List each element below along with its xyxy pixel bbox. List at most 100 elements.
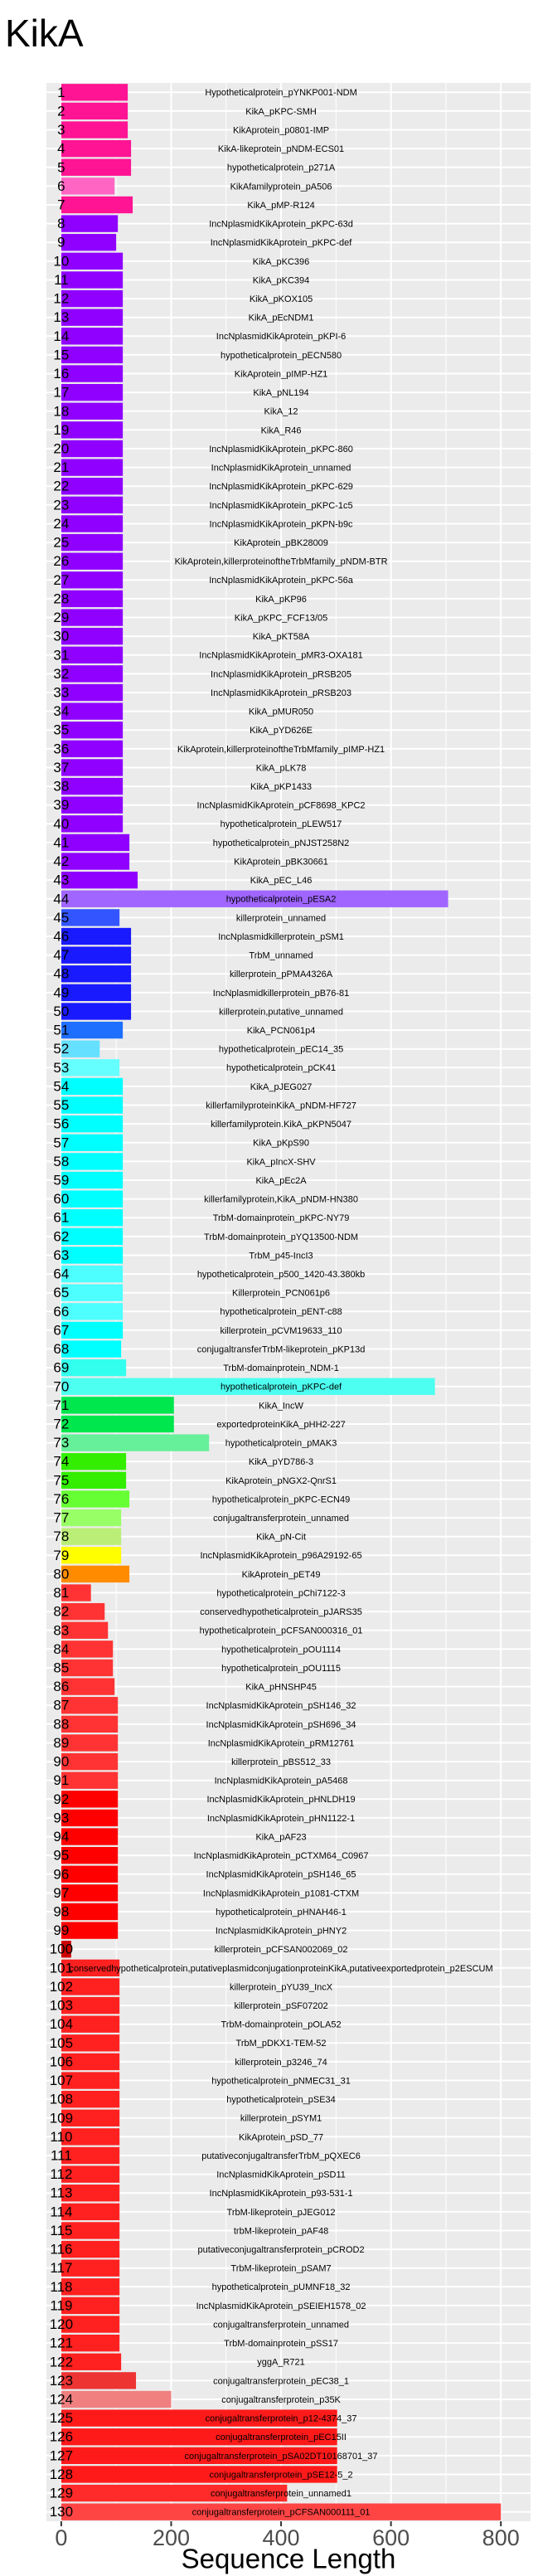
row-number: 120 <box>50 2316 73 2332</box>
bar <box>61 102 128 120</box>
category-label: KikA_pKC396 <box>253 257 310 267</box>
category-label: hypotheticalprotein_pNMEC31_31 <box>211 2076 351 2086</box>
row-number: 31 <box>53 647 69 663</box>
bar <box>61 777 124 795</box>
row-number: 83 <box>53 1622 69 1638</box>
plot-layer: 1 Hypotheticalprotein_pYNKP001-NDM 2 KikA_p… <box>46 83 531 2521</box>
row-number: 38 <box>53 779 69 795</box>
bar <box>61 478 124 495</box>
category-label: hypotheticalprotein_pChi7122-3 <box>216 1588 345 1598</box>
row-number: 15 <box>53 347 69 362</box>
plot-panel <box>46 83 531 2521</box>
category-label: KikAprotein,killerproteinoftheTrbMfamily… <box>175 557 388 567</box>
row-number: 80 <box>53 1566 69 1582</box>
row-number: 113 <box>50 2185 72 2201</box>
row-number: 108 <box>50 2092 73 2107</box>
bar <box>61 1247 124 1264</box>
row-number: 126 <box>50 2429 73 2445</box>
category-label: hypotheticalprotein_pKPC-ECN49 <box>212 1495 350 1504</box>
category-label: IncNplasmidKikAprotein_pKPC-629 <box>209 482 353 492</box>
bar <box>61 627 124 645</box>
bar <box>61 1846 119 1864</box>
row-number: 39 <box>53 797 69 813</box>
category-label: TrbM-domainprotein_pSS17 <box>224 2339 338 2349</box>
bar <box>61 1959 120 1977</box>
row-number: 30 <box>53 629 69 644</box>
bar <box>61 1865 119 1883</box>
category-label: conjugaltransferprotein_pCFSAN000111_01 <box>192 2508 371 2518</box>
category-label: IncNplasmidKikAprotein_p93-531-1 <box>210 2189 353 2199</box>
bar <box>61 2203 120 2221</box>
bar <box>61 2222 120 2239</box>
bar <box>61 2053 120 2071</box>
category-label: hypotheticalprotein_pEC14_35 <box>219 1045 343 1055</box>
category-label: IncNplasmidKikAprotein_pSH146_32 <box>206 1701 356 1711</box>
category-label: KikA_R46 <box>261 425 302 435</box>
bar <box>61 1134 124 1151</box>
category-label: KikA_pAF23 <box>255 1832 306 1842</box>
x-tick-label: 0 <box>55 2525 67 2550</box>
row-number: 103 <box>50 1998 73 2014</box>
row-number: 58 <box>53 1154 69 1169</box>
category-label: Killerprotein_PCN061p6 <box>232 1289 330 1299</box>
bar <box>61 402 124 420</box>
category-label: IncNplasmidKikAprotein_pHNY2 <box>216 1927 347 1937</box>
bar <box>61 139 132 158</box>
row-number: 82 <box>53 1604 69 1620</box>
category-label: IncNplasmidKikAprotein_p96A29192-65 <box>201 1551 362 1561</box>
bar <box>61 1903 119 1921</box>
row-number: 100 <box>50 1942 73 1957</box>
row-number: 25 <box>53 535 69 551</box>
bar <box>61 2447 337 2465</box>
bar <box>61 1659 114 1677</box>
bar <box>61 1809 119 1827</box>
row-number: 102 <box>50 1979 73 1995</box>
category-label: conjugaltransferprotein_unnamed1 <box>211 2489 351 2499</box>
category-label: IncNplasmidKikAprotein_pRSB203 <box>211 688 351 698</box>
category-label: IncNplasmidKikAprotein_pCF8698_KPC2 <box>197 801 366 811</box>
bar <box>61 1077 124 1096</box>
category-label: hypotheticalprotein_pENT-c88 <box>220 1307 342 1317</box>
category-label: killerprotein_pCFSAN002069_02 <box>215 1945 348 1955</box>
category-label: Hypotheticalprotein_pYNKP001-NDM <box>205 88 356 98</box>
category-label: TrbM-domainprotein_NDM-1 <box>223 1363 339 1373</box>
category-label: IncNplasmidKikAprotein_pKPI-6 <box>216 332 347 342</box>
row-number: 5 <box>57 159 65 175</box>
bar <box>61 215 119 232</box>
row-number: 3 <box>57 122 65 138</box>
category-label: KikA_pHNSHP45 <box>245 1683 317 1693</box>
category-label: KikA_pMP-R124 <box>247 201 314 211</box>
bar <box>61 946 132 964</box>
row-number: 111 <box>51 2147 72 2163</box>
row-number: 85 <box>53 1660 69 1675</box>
category-label: conservedhypotheticalprotein,putativepla… <box>69 1964 492 1974</box>
category-label: IncNplasmidKikAprotein_pSH146_65 <box>206 1870 356 1880</box>
bar <box>61 1471 127 1490</box>
bar <box>61 571 124 589</box>
bar <box>61 2034 120 2052</box>
bar <box>61 702 124 720</box>
bar <box>61 1509 122 1527</box>
bar <box>61 646 124 663</box>
row-number: 42 <box>53 853 69 869</box>
bar <box>61 365 124 382</box>
row-number: 11 <box>54 272 69 288</box>
row-number: 26 <box>53 553 69 569</box>
bar <box>61 1209 124 1227</box>
category-label: hypotheticalprotein_pMAK3 <box>225 1439 337 1449</box>
bar <box>61 346 124 364</box>
category-label: hypotheticalprotein_pSE34 <box>226 2095 335 2105</box>
row-number: 47 <box>53 947 69 963</box>
bar <box>61 1171 124 1189</box>
category-label: TrbM-likeprotein_pSAM7 <box>230 2264 331 2274</box>
row-number: 96 <box>53 1866 69 1882</box>
category-label: KikA_pEc2A <box>255 1176 307 1186</box>
row-number: 17 <box>53 385 69 401</box>
bar <box>61 2090 120 2108</box>
row-number: 48 <box>53 966 69 982</box>
x-tick-label: 400 <box>263 2525 300 2550</box>
bar <box>61 309 124 326</box>
row-number: 41 <box>53 834 69 850</box>
category-label: KikA_pKPC-SMH <box>245 107 317 117</box>
row-number: 4 <box>57 141 65 157</box>
